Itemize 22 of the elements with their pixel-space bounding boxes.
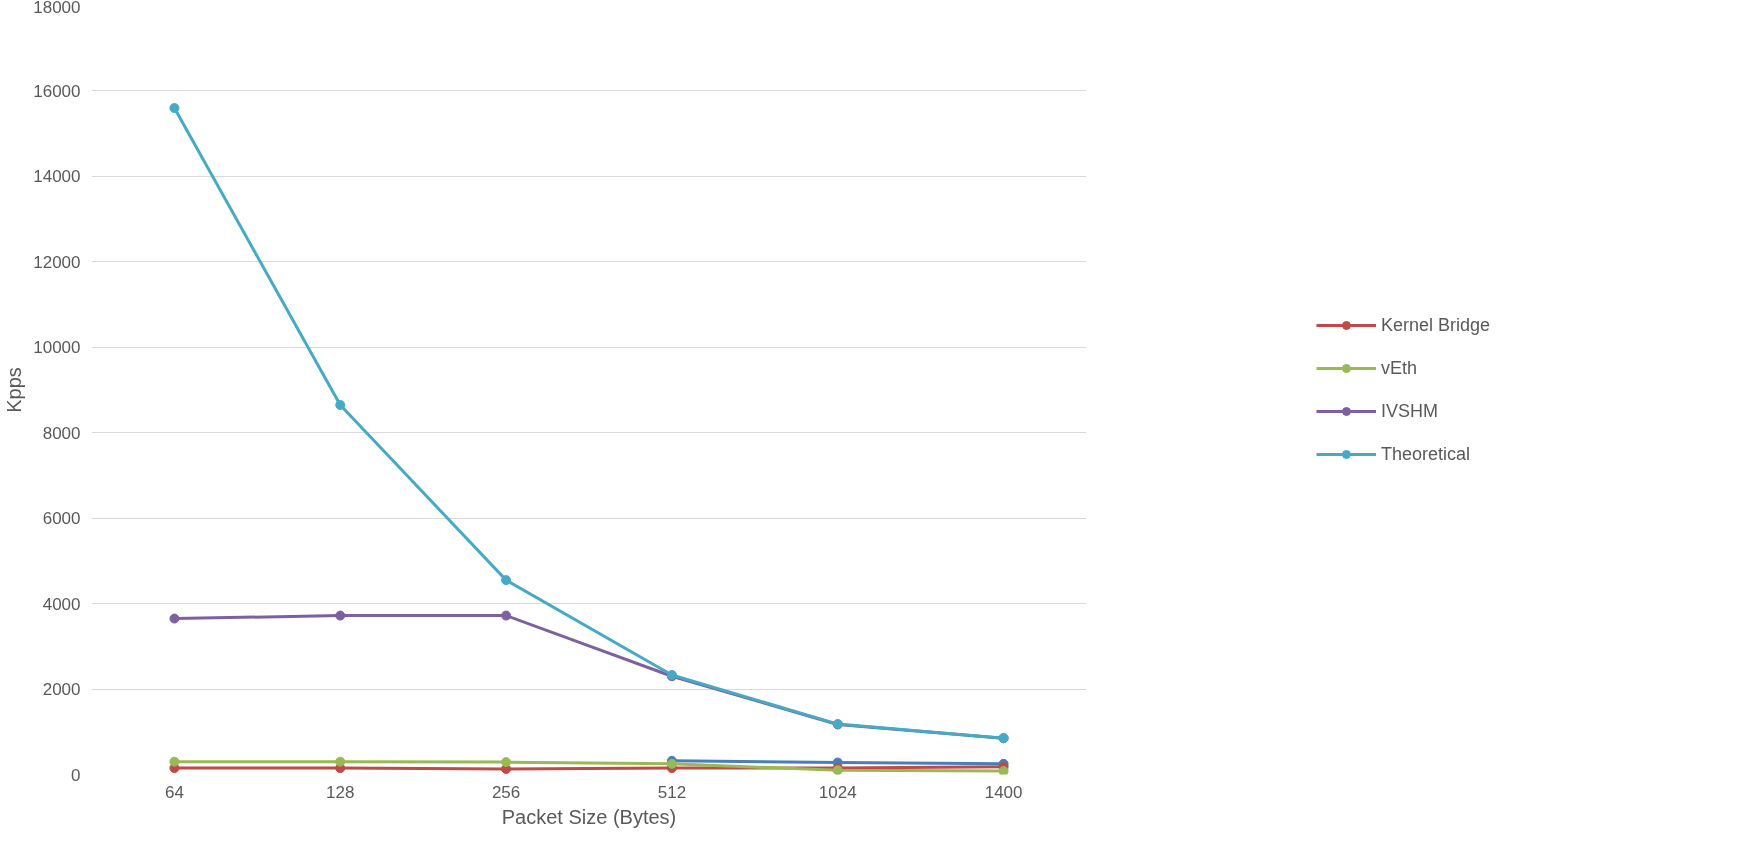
legend-label: Kernel Bridge [1380,314,1491,336]
y-tick-label: 14000 [33,167,81,187]
y-tick-label: 10000 [33,338,81,358]
legend-label: Theoretical [1380,443,1471,465]
y-tick-label: 6000 [42,509,81,529]
y-tick-label: 16000 [33,81,81,101]
x-tick-label: 128 [326,782,355,802]
y-tick-label: 2000 [42,680,81,700]
legend-label: vEth [1380,357,1417,379]
y-tick-label: 0 [71,765,81,785]
x-tick-label: 256 [491,782,521,802]
y-tick-label: 8000 [42,423,81,443]
y-tick-label: 12000 [33,252,81,272]
legend-label: IVSHM [1380,400,1438,422]
x-tick-label: 1024 [818,782,857,802]
x-tick-label: 512 [657,782,687,802]
y-tick-label: 4000 [42,594,81,614]
x-tick-label: 64 [164,782,184,802]
y-axis-title: Kpps [3,367,26,413]
x-tick-label: 1400 [984,782,1023,802]
x-axis-title: Packet Size (Bytes) [501,805,677,828]
y-tick-label: 18000 [33,0,81,17]
